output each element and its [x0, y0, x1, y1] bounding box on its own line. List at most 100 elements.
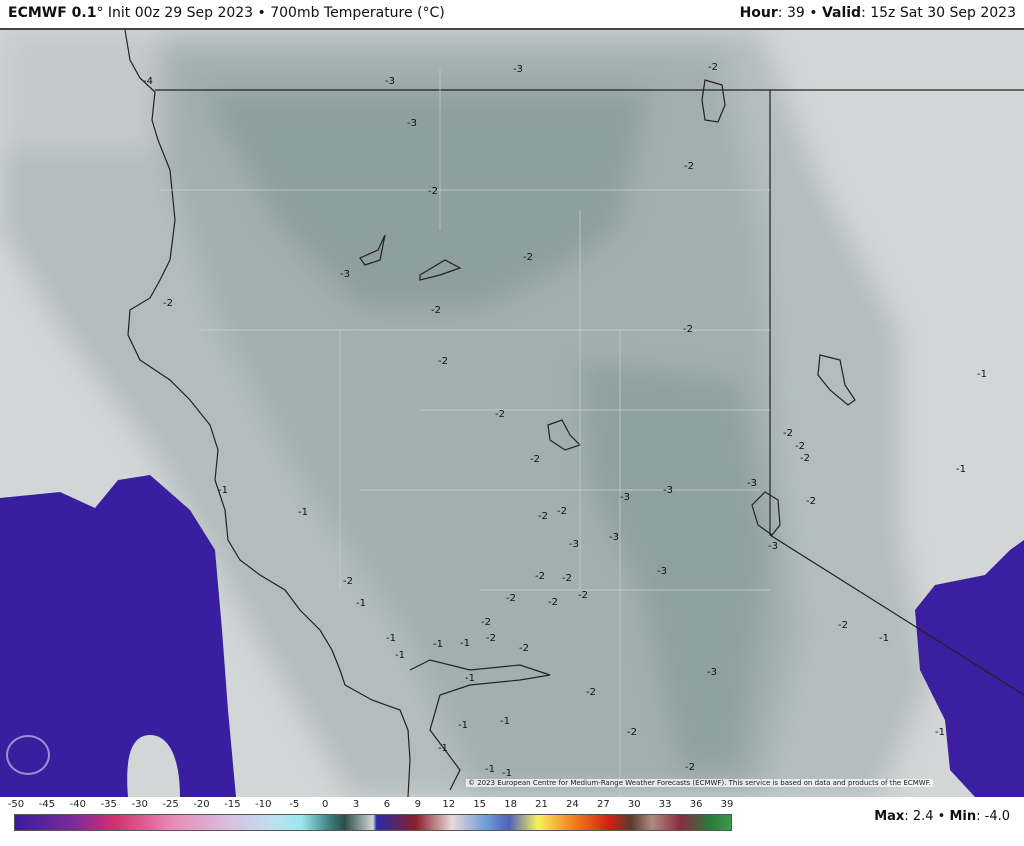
lake-nevada [817, 354, 856, 406]
min-value: : -4.0 [976, 809, 1010, 824]
contour-label: -2 [548, 597, 558, 608]
contour-label: -2 [163, 298, 173, 309]
map-canvas: -4 -3 -3 -2 -3 -2 -2 -2 -3 -2 -2 -2 -2 -1 -2 -2 -2 -2 -2 -1… [0, 30, 1024, 797]
contour-label: -3 [620, 492, 630, 503]
legend: -50 -45 -40 -35 -30 -25 -20 -15 -10 -5 0 3 6 9 12 15 18 2… [0, 797, 1024, 846]
contour-label: -2 [578, 590, 588, 601]
contour-label: -2 [838, 620, 848, 631]
map-header: ECMWF 0.1° Init 00z 29 Sep 2023 • 700mb … [0, 0, 1024, 28]
legend-tick: 0 [321, 799, 329, 810]
legend-tick: -45 [38, 799, 56, 810]
valid-label: Valid [821, 5, 862, 21]
shasta-lake [359, 234, 386, 266]
contour-label: -1 [356, 598, 366, 609]
contour-label: -2 [685, 762, 695, 773]
contour-label: -3 [663, 485, 673, 496]
contour-label: -1 [460, 638, 470, 649]
contour-label: -2 [495, 409, 505, 420]
contour-label: -2 [438, 356, 448, 367]
contour-label: -2 [684, 161, 694, 172]
contour-label: -1 [386, 633, 396, 644]
degree-symbol: ° [96, 5, 104, 21]
contour-label: -2 [486, 633, 496, 644]
lake-tahoe [751, 491, 781, 536]
legend-tick: 12 [442, 799, 456, 810]
legend-tick: 9 [414, 799, 422, 810]
contour-label: -3 [569, 539, 579, 550]
contour-label: -1 [395, 650, 405, 661]
contour-label: -2 [530, 454, 540, 465]
legend-tick: 36 [689, 799, 703, 810]
contour-label: -1 [500, 716, 510, 727]
nevada-border [769, 90, 1024, 696]
legend-tick: -15 [224, 799, 241, 810]
contour-label: -2 [627, 727, 637, 738]
legend-tick: 27 [596, 799, 610, 810]
legend-tick: 24 [566, 799, 579, 810]
contour-label: -1 [438, 743, 448, 754]
legend-tick: 21 [535, 799, 548, 810]
purple-region-southeast [915, 540, 1024, 797]
contour-label: -2 [481, 617, 491, 628]
title: ECMWF 0.1° Init 00z 29 Sep 2023 • 700mb … [8, 5, 445, 21]
contour-label: -1 [298, 507, 308, 518]
logo-watermark [6, 735, 50, 775]
hour-value: : 39 • [777, 5, 822, 21]
legend-tick: 18 [504, 799, 517, 810]
contour-label: -1 [465, 673, 475, 684]
legend-ticks: -50 -45 -40 -35 -30 -25 -20 -15 -10 -5 0 3 6 9 12 15 18 2… [6, 799, 734, 813]
contour-label: -2 [683, 324, 693, 335]
contour-label: -3 [385, 76, 395, 87]
legend-tick: 6 [383, 799, 391, 810]
legend-tick: -40 [69, 799, 86, 810]
contour-label: -3 [407, 118, 417, 129]
legend-tick: 39 [720, 799, 734, 810]
contour-labels: -4 -3 -3 -2 -3 -2 -2 -2 -3 -2 -2 -2 -2 -1 -2 -2 -2 -2 -2 -1… [143, 62, 987, 779]
attribution: © 2023 European Centre for Medium-Range … [466, 779, 933, 787]
temperature-map[interactable]: -4 -3 -3 -2 -3 -2 -2 -2 -3 -2 -2 -2 -2 -1 -2 -2 -2 -2 -2 -1… [0, 28, 1024, 797]
lake-oregon [701, 79, 726, 123]
legend-tick: -30 [131, 799, 148, 810]
legend-tick: 30 [627, 799, 641, 810]
contour-label: -1 [956, 464, 966, 475]
max-value: : 2.4 • [904, 809, 950, 824]
legend-tick: -5 [289, 799, 300, 810]
bay-area [409, 659, 551, 791]
contour-label: -3 [768, 541, 778, 552]
contour-label: -2 [557, 506, 567, 517]
purple-region-southwest [0, 475, 236, 797]
contour-label: -3 [609, 532, 619, 543]
contour-label: -1 [433, 639, 443, 650]
contour-label: -2 [428, 186, 438, 197]
max-min-readout: Max: 2.4 • Min: -4.0 [874, 809, 1010, 824]
contour-label: -2 [562, 573, 572, 584]
legend-tick: 3 [352, 799, 360, 810]
legend-tick: -50 [7, 799, 25, 810]
contour-label: -2 [586, 687, 596, 698]
model-name: ECMWF 0.1 [8, 5, 97, 21]
legend-tick: -10 [255, 799, 272, 810]
contour-label: -1 [977, 369, 987, 380]
lake-almanor [419, 259, 462, 281]
contour-label: -3 [707, 667, 717, 678]
contour-label: -1 [485, 764, 495, 775]
contour-label: -4 [143, 76, 153, 87]
contour-label: -1 [935, 727, 945, 738]
contour-label: -3 [747, 478, 757, 489]
county-lines [160, 70, 770, 797]
temperature-shading [0, 30, 1024, 797]
coastline [124, 30, 411, 797]
valid-time: Hour: 39 • Valid: 15z Sat 30 Sep 2023 [740, 5, 1016, 21]
hour-label: Hour [739, 5, 778, 21]
valid-value: : 15z Sat 30 Sep 2023 [861, 5, 1016, 21]
init-info: Init 00z 29 Sep 2023 • 700mb Temperature… [103, 5, 445, 21]
legend-tick: -25 [162, 799, 179, 810]
contour-label: -2 [519, 643, 529, 654]
contour-label: -3 [340, 269, 350, 280]
min-label: Min [949, 809, 977, 824]
contour-label: -2 [523, 252, 533, 263]
color-scale-bar [14, 814, 732, 831]
contour-label: -2 [708, 62, 718, 73]
legend-tick: 15 [473, 799, 487, 810]
contour-label: -2 [535, 571, 545, 582]
